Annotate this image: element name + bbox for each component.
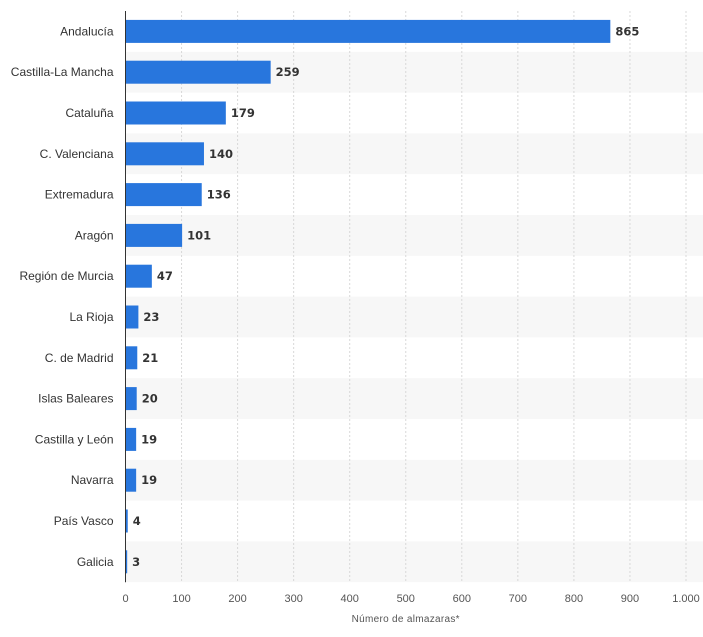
bar[interactable] bbox=[125, 427, 137, 451]
gridlines bbox=[181, 11, 687, 583]
category-label: Navarra bbox=[71, 473, 114, 487]
bar[interactable] bbox=[125, 142, 204, 166]
x-axis-tick-labels: 0 100 200 300 400 500 600 700 800 900 1.000 bbox=[122, 593, 699, 605]
value-label: 47 bbox=[157, 269, 173, 283]
category-label: Extremadura bbox=[45, 188, 114, 202]
category-label: Aragón bbox=[75, 228, 114, 242]
row-band bbox=[125, 296, 703, 338]
x-tick-label: 900 bbox=[621, 593, 639, 605]
x-tick-label: 500 bbox=[397, 593, 415, 605]
value-label: 19 bbox=[141, 473, 157, 487]
bar[interactable] bbox=[125, 550, 128, 574]
x-axis-title: Número de almazaras* bbox=[352, 614, 460, 625]
x-tick-label: 400 bbox=[341, 593, 359, 605]
category-label: C. Valenciana bbox=[40, 147, 114, 161]
category-label: Islas Baleares bbox=[38, 392, 113, 406]
row-band bbox=[125, 215, 703, 256]
row-bands bbox=[125, 51, 703, 583]
value-label: 23 bbox=[143, 310, 159, 324]
category-label: Castilla y León bbox=[35, 432, 114, 446]
row-band bbox=[125, 378, 703, 419]
value-label: 19 bbox=[141, 432, 157, 446]
x-tick-label: 200 bbox=[228, 593, 246, 605]
x-tick-label: 0 bbox=[122, 593, 128, 605]
x-tick-label: 100 bbox=[172, 593, 190, 605]
value-label: 140 bbox=[209, 147, 233, 161]
category-label: Andalucía bbox=[60, 24, 114, 38]
value-label: 21 bbox=[142, 351, 158, 365]
value-label: 20 bbox=[142, 392, 158, 406]
value-label: 101 bbox=[187, 228, 211, 242]
x-tick-label: 600 bbox=[453, 593, 471, 605]
bar[interactable] bbox=[125, 346, 138, 370]
category-labels: Andalucía Castilla-La Mancha Cataluña C. Va… bbox=[11, 24, 114, 568]
x-tick-label: 700 bbox=[509, 593, 527, 605]
row-band bbox=[125, 459, 703, 501]
category-label: La Rioja bbox=[69, 310, 113, 324]
value-label: 136 bbox=[207, 188, 231, 202]
value-label: 865 bbox=[615, 24, 639, 38]
value-label: 4 bbox=[133, 514, 141, 528]
value-label: 179 bbox=[231, 106, 255, 120]
value-labels: 865 259 179 140 136 101 47 23 21 20 19 19 4 3 bbox=[132, 24, 639, 568]
category-label: Castilla-La Mancha bbox=[11, 65, 114, 79]
row-band bbox=[125, 541, 703, 583]
x-tick-label: 300 bbox=[284, 593, 302, 605]
bar[interactable] bbox=[125, 101, 226, 125]
bar[interactable] bbox=[125, 183, 202, 207]
category-label: C. de Madrid bbox=[45, 351, 114, 365]
bar[interactable] bbox=[125, 60, 271, 84]
bar[interactable] bbox=[125, 509, 128, 533]
category-label: País Vasco bbox=[54, 514, 114, 528]
bars bbox=[125, 19, 611, 574]
x-tick-label: 1.000 bbox=[672, 593, 700, 605]
bar[interactable] bbox=[125, 468, 137, 492]
bar[interactable] bbox=[125, 264, 152, 288]
bar[interactable] bbox=[125, 223, 183, 247]
value-label: 259 bbox=[276, 65, 300, 79]
row-band bbox=[125, 133, 703, 175]
x-tick-label: 800 bbox=[565, 593, 583, 605]
category-label: Cataluña bbox=[65, 106, 113, 120]
value-label: 3 bbox=[132, 555, 140, 569]
bar[interactable] bbox=[125, 387, 137, 411]
category-label: Galicia bbox=[77, 555, 114, 569]
bar[interactable] bbox=[125, 19, 611, 43]
bar[interactable] bbox=[125, 305, 139, 329]
category-label: Región de Murcia bbox=[19, 269, 113, 283]
